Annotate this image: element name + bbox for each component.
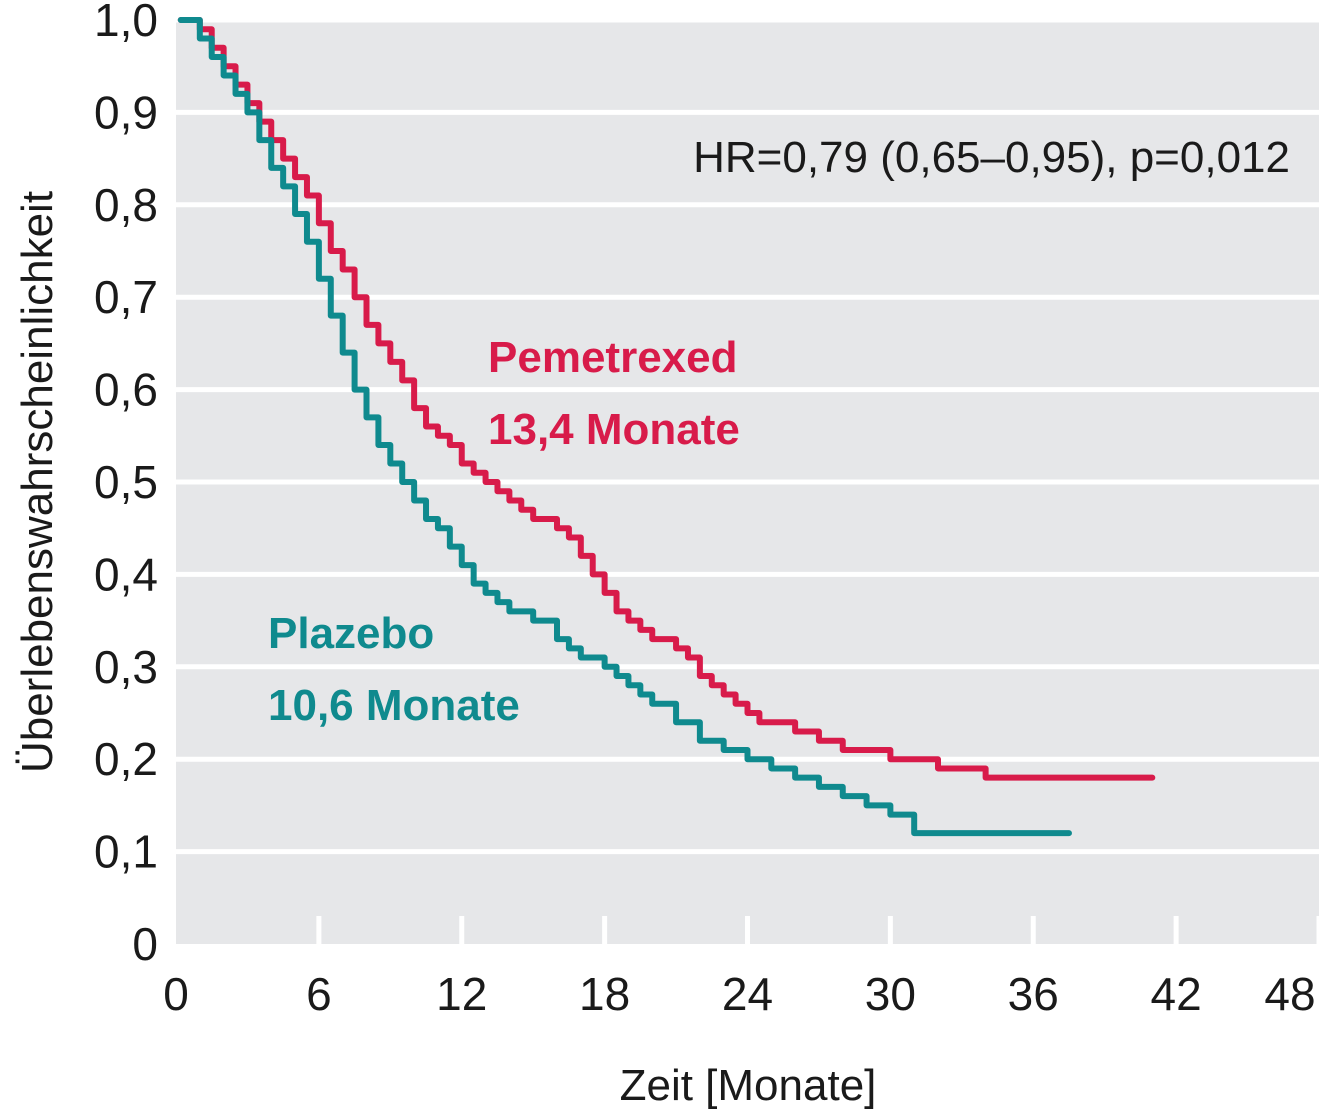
x-tick-marks	[316, 916, 1321, 944]
y-tick-label-8: 0,8	[94, 179, 158, 231]
y-tick-label-9: 0,9	[94, 86, 158, 138]
x-tick-label-7: 42	[1151, 968, 1202, 1020]
y-axis-title: Überlebenswahrscheinlichkeit	[13, 191, 62, 773]
y-tick-label-6: 0,6	[94, 364, 158, 416]
x-tick-label-5: 30	[865, 968, 916, 1020]
y-tick-label-7: 0,7	[94, 271, 158, 323]
x-tick-labels: 0 6 12 18 24 30 36 42 48	[163, 968, 1315, 1020]
x-tick-label-8: 48	[1264, 968, 1315, 1020]
series-lines	[177, 17, 1156, 837]
x-tick-label-2: 12	[436, 968, 487, 1020]
y-tick-label-4: 0,4	[94, 548, 158, 600]
y-tick-label-1: 0,1	[94, 826, 158, 878]
y-tick-label-3: 0,3	[94, 641, 158, 693]
series-line-pemetrexed	[177, 17, 1156, 781]
x-axis-title: Zeit [Monate]	[620, 1061, 877, 1110]
y-tick-labels: 0 0,1 0,2 0,3 0,4 0,5 0,6 0,7 0,8 0,9 1,0	[94, 0, 158, 970]
series-label-plazebo: Plazebo	[268, 609, 434, 658]
series-line-plazebo	[177, 17, 1072, 837]
x-tick-label-1: 6	[306, 968, 332, 1020]
x-tick-label-3: 18	[579, 968, 630, 1020]
y-tick-label-0: 0	[132, 918, 158, 970]
median-label-pemetrexed: 13,4 Monate	[488, 405, 740, 454]
y-tick-label-5: 0,5	[94, 456, 158, 508]
y-tick-label-10: 1,0	[94, 0, 158, 46]
hr-annotation: HR=0,79 (0,65–0,95), p=0,012	[693, 133, 1290, 182]
x-tick-label-4: 24	[722, 968, 773, 1020]
y-tick-label-2: 0,2	[94, 733, 158, 785]
median-label-plazebo: 10,6 Monate	[268, 681, 520, 730]
x-tick-label-0: 0	[163, 968, 189, 1020]
series-label-pemetrexed: Pemetrexed	[488, 333, 737, 382]
x-tick-label-6: 36	[1008, 968, 1059, 1020]
